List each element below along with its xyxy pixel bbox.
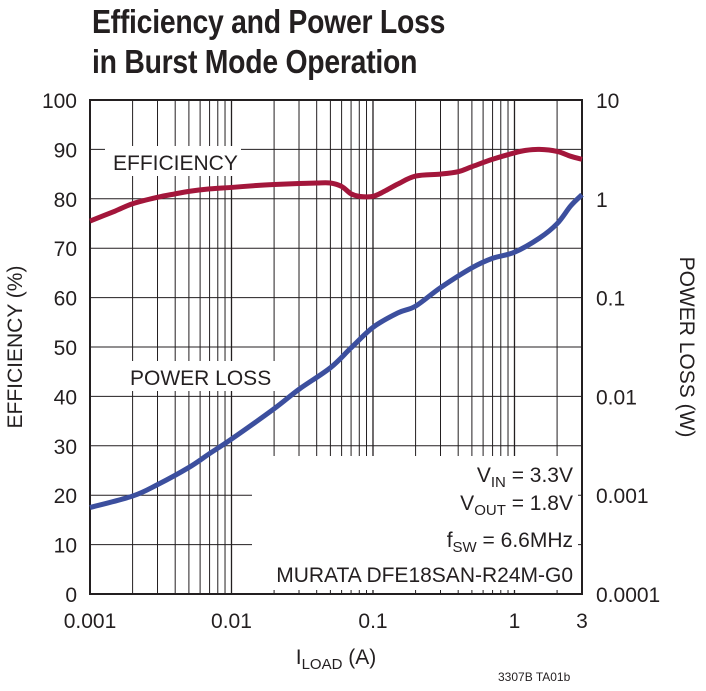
y-left-tick-label: 80 xyxy=(54,189,77,212)
y-right-tick-label: 1 xyxy=(596,189,608,212)
y-right-axis-label: POWER LOSS (W) xyxy=(675,257,698,438)
y-right-tick-label: 0.1 xyxy=(596,288,625,311)
vout-sub: OUT xyxy=(474,502,506,519)
power-loss-series-label: POWER LOSS xyxy=(130,367,271,390)
x-tick-label: 0.01 xyxy=(211,610,252,633)
y-left-tick-label: 30 xyxy=(54,436,77,459)
vin-sub: IN xyxy=(491,474,506,491)
efficiency-series-label: EFFICIENCY xyxy=(113,152,238,175)
conditions-box-bg xyxy=(252,456,578,590)
x-axis-label: ILOAD (A) xyxy=(296,646,377,673)
y-left-tick-label: 60 xyxy=(54,288,77,311)
y-left-tick-label: 50 xyxy=(54,337,77,360)
vin-condition: VIN = 3.3V xyxy=(477,464,573,491)
x-tick-label: 3 xyxy=(576,610,588,633)
fsw-value: = 6.6MHz xyxy=(477,529,573,552)
fsw-condition: fSW = 6.6MHz xyxy=(447,529,573,556)
tick-labels: 0.001 0.01 0.1 1 301020304050607080901000.00… xyxy=(42,90,660,633)
title-line-1: Efficiency and Power Loss xyxy=(92,3,446,40)
y-left-tick-label: 100 xyxy=(42,90,77,113)
figure-id: 3307B TA01b xyxy=(498,670,571,684)
part-number: MURATA DFE18SAN-R24M-G0 xyxy=(276,564,573,587)
x-tick-label: 1 xyxy=(509,610,521,633)
y-left-tick-label: 0 xyxy=(65,584,77,607)
vin-value: = 3.3V xyxy=(506,464,573,487)
vout-value: = 1.8V xyxy=(506,492,573,515)
series-layer xyxy=(89,146,584,510)
y-right-tick-label: 0.0001 xyxy=(596,584,660,607)
title-line-2: in Burst Mode Operation xyxy=(92,43,418,80)
y-left-tick-label: 70 xyxy=(54,238,77,261)
y-left-axis-label: EFFICIENCY (%) xyxy=(4,266,27,429)
efficiency-label-bg xyxy=(105,146,241,176)
fsw-sub: SW xyxy=(453,539,478,556)
efficiency-curve xyxy=(89,146,583,224)
x-label-sub: LOAD xyxy=(302,656,343,673)
x-tick-label: 0.1 xyxy=(358,610,387,633)
power-loss-label-bg xyxy=(124,361,280,391)
vout-condition: VOUT = 1.8V xyxy=(460,492,573,519)
y-right-tick-label: 0.001 xyxy=(596,485,649,508)
y-right-tick-label: 10 xyxy=(596,90,619,113)
y-left-tick-label: 20 xyxy=(54,485,77,508)
x-label-main: I xyxy=(296,646,302,669)
vout-main: V xyxy=(460,492,474,515)
chart-title: Efficiency and Power Loss in Burst Mode … xyxy=(92,2,445,82)
y-left-tick-label: 10 xyxy=(54,535,77,558)
vin-main: V xyxy=(477,464,491,487)
y-right-tick-label: 0.01 xyxy=(596,386,637,409)
x-label-unit: (A) xyxy=(342,646,376,669)
y-left-tick-label: 90 xyxy=(54,139,77,162)
plot-frame xyxy=(89,99,583,595)
fsw-main: f xyxy=(447,529,453,552)
y-left-tick-label: 40 xyxy=(54,386,77,409)
x-tick-label: 0.001 xyxy=(64,610,117,633)
power-loss-curve xyxy=(89,192,584,510)
